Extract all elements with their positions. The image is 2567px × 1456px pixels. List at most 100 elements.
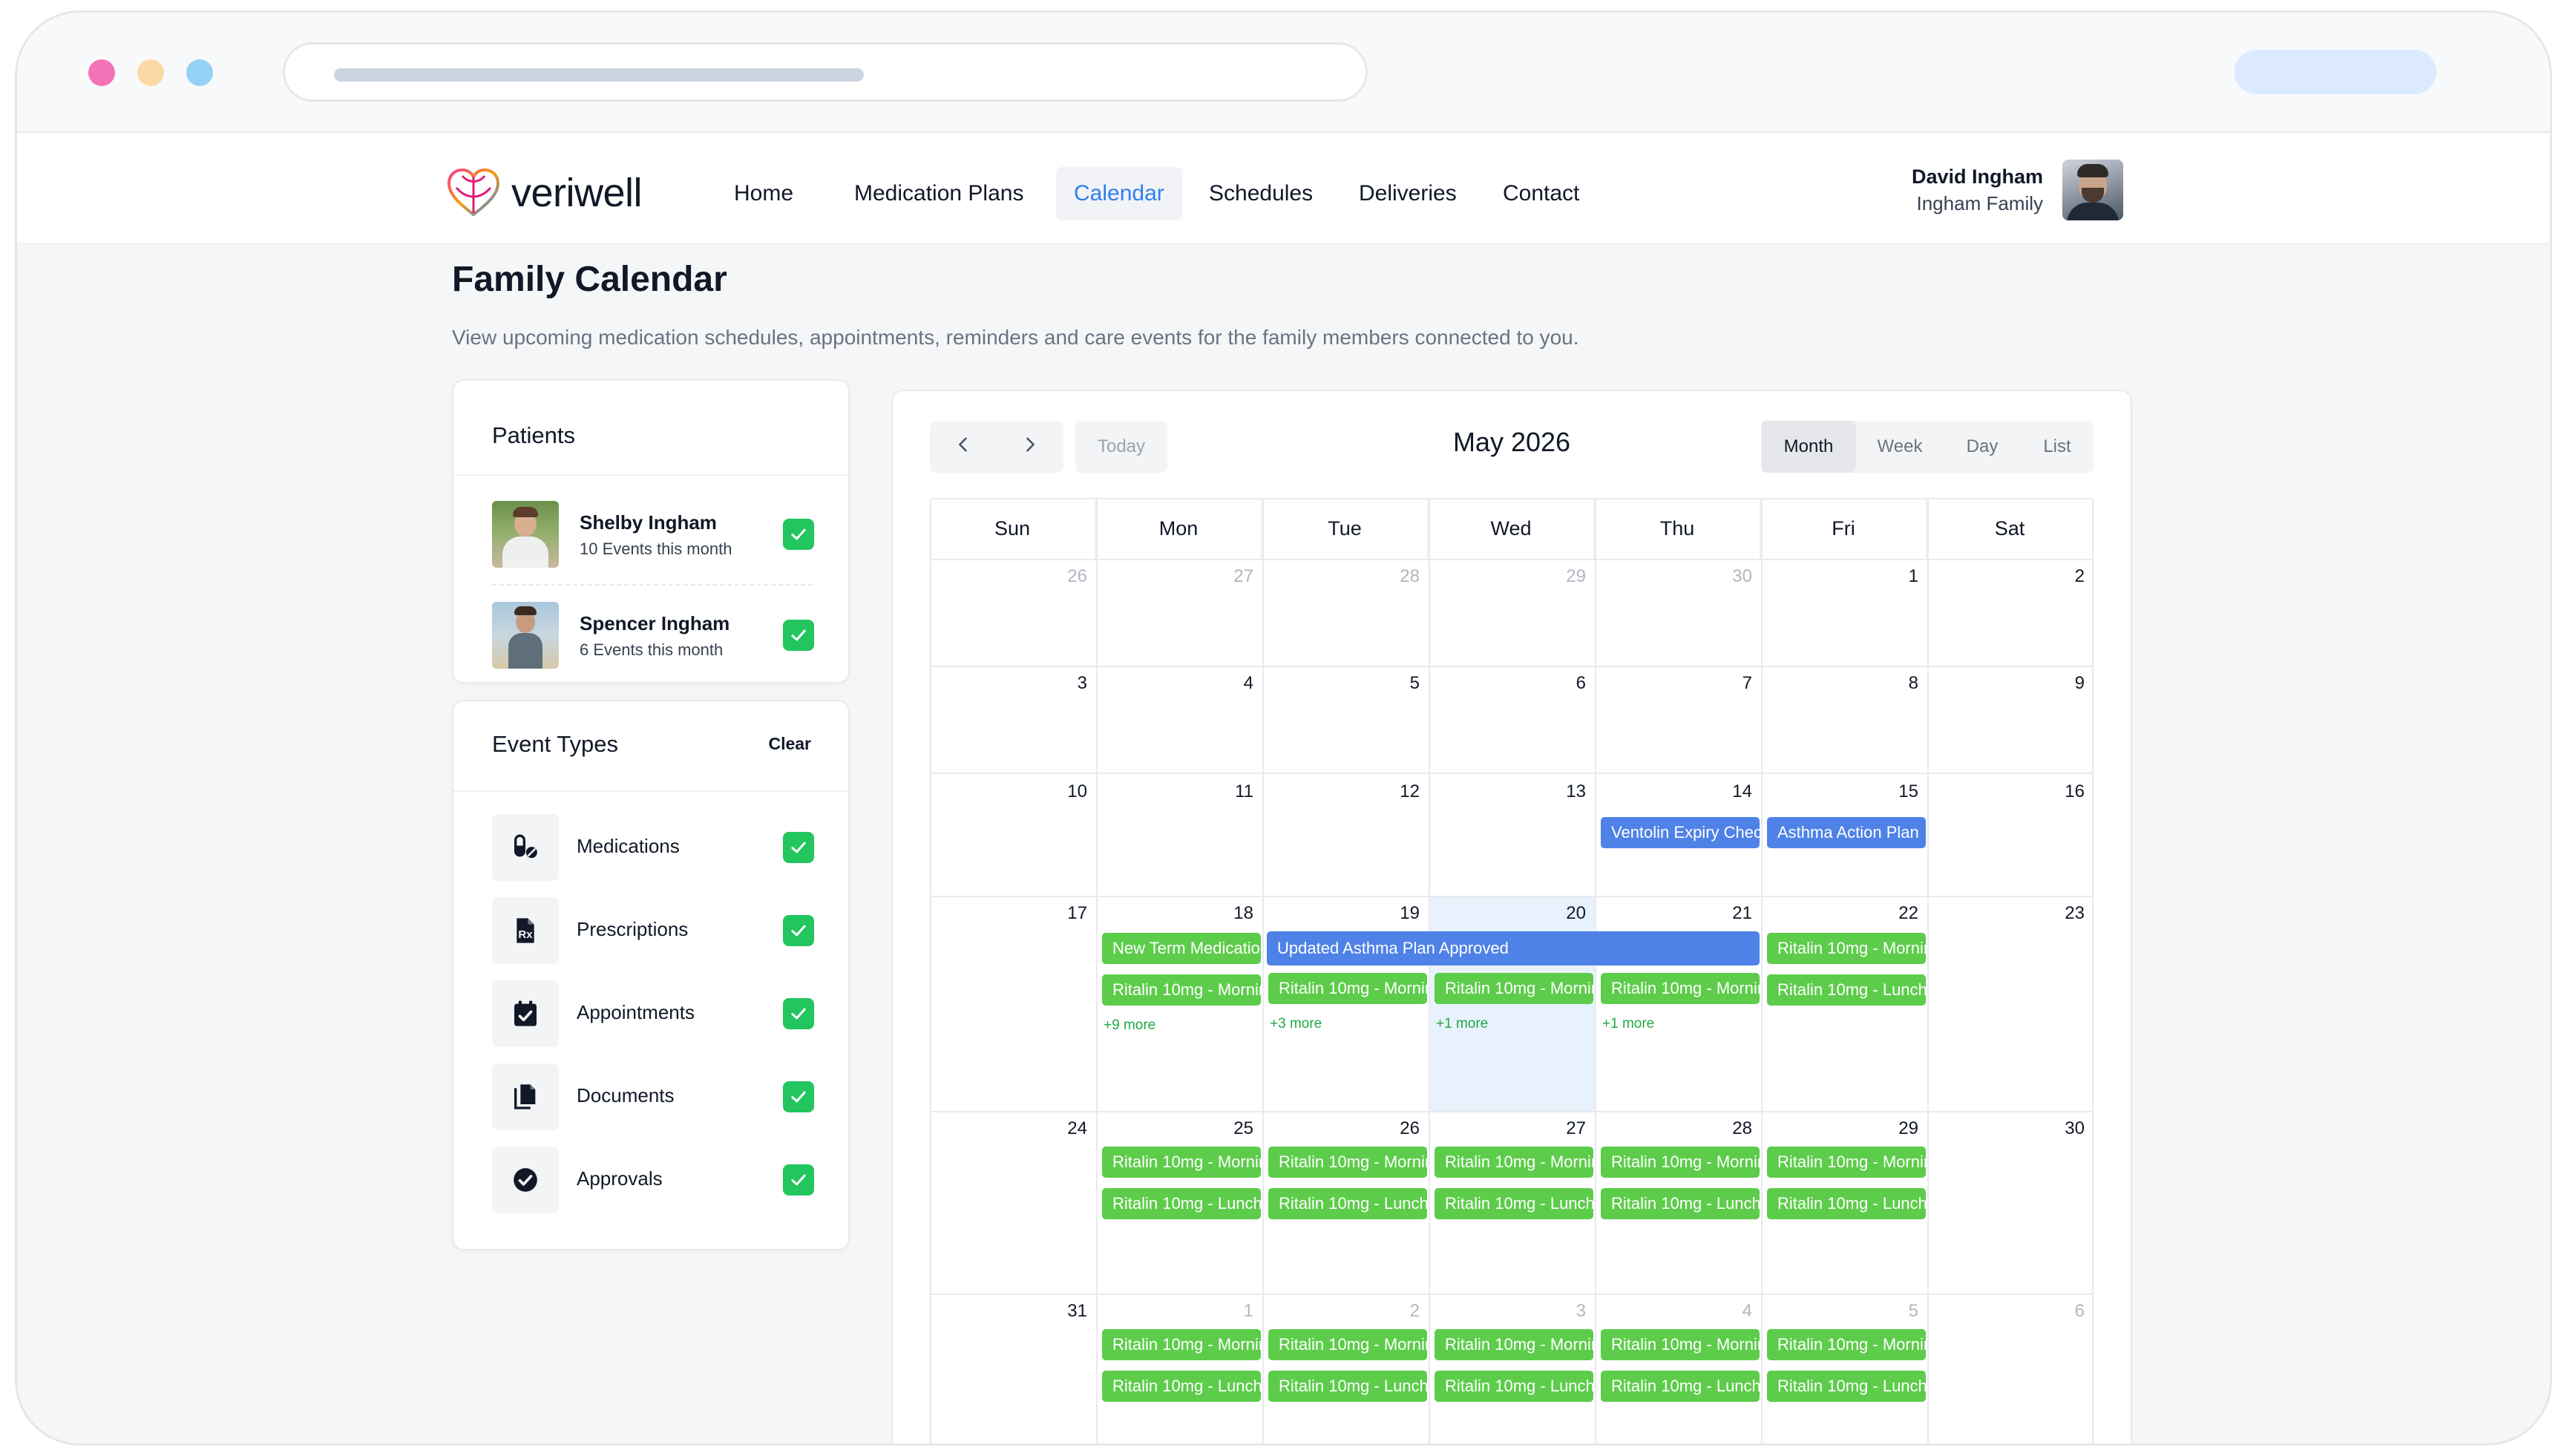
day-number[interactable]: 22 [1898,903,1918,923]
day-number[interactable]: 27 [1233,566,1253,586]
view-month-button[interactable]: Month [1761,421,1856,473]
event-ritalin-morning[interactable]: Ritalin 10mg - Morning [1435,1147,1593,1178]
nav-calendar[interactable]: Calendar [1056,167,1182,220]
day-number[interactable]: 20 [1566,903,1586,923]
day-number[interactable]: 7 [1742,673,1752,693]
day-number[interactable]: 21 [1732,903,1752,923]
more-events-link[interactable]: +1 more [1602,1016,1655,1032]
event-ritalin-morning[interactable]: Ritalin 10mg - Morning [1767,933,1926,964]
nav-schedules[interactable]: Schedules [1209,181,1314,206]
day-number[interactable]: 1 [1908,566,1918,586]
today-button[interactable]: Today [1075,421,1167,473]
more-events-link[interactable]: +9 more [1104,1017,1156,1033]
next-month-button[interactable] [1020,434,1040,460]
window-maximize-dot[interactable] [186,59,213,86]
event-type-documents[interactable]: Documents [492,1063,814,1130]
nav-medication-plans[interactable]: Medication Plans [854,181,1024,206]
event-updated-asthma-plan[interactable]: Updated Asthma Plan Approved [1267,931,1760,965]
day-number[interactable]: 2 [1409,1301,1420,1321]
event-ritalin-morning[interactable]: Ritalin 10mg - Morning [1767,1147,1926,1178]
event-ritalin-lunch[interactable]: Ritalin 10mg - Lunch [1102,1371,1261,1402]
event-type-appointments[interactable]: Appointments [492,980,814,1047]
day-number[interactable]: 31 [1067,1301,1087,1321]
event-ritalin-morning[interactable]: Ritalin 10mg - Morning [1102,1329,1261,1360]
day-number[interactable]: 14 [1732,781,1752,801]
user-avatar[interactable] [2062,160,2123,220]
event-ritalin-morning[interactable]: Ritalin 10mg - Morning [1601,973,1760,1004]
event-ritalin-lunch[interactable]: Ritalin 10mg - Lunch [1601,1188,1760,1219]
day-number[interactable]: 8 [1908,673,1918,693]
window-minimize-dot[interactable] [137,59,164,86]
browser-action-button[interactable] [2235,50,2436,94]
event-ritalin-lunch[interactable]: Ritalin 10mg - Lunch [1435,1188,1593,1219]
event-ritalin-lunch[interactable]: Ritalin 10mg - Lunch [1767,1188,1926,1219]
prev-month-button[interactable] [953,434,974,460]
event-ritalin-morning[interactable]: Ritalin 10mg - Morning [1102,1147,1261,1178]
view-list-button[interactable]: List [2043,436,2071,456]
day-number[interactable]: 26 [1067,566,1087,586]
more-events-link[interactable]: +1 more [1436,1016,1489,1032]
day-number[interactable]: 30 [2065,1118,2085,1138]
day-number[interactable]: 3 [1576,1301,1586,1321]
window-close-dot[interactable] [88,59,115,86]
event-type-medications[interactable]: Medications [492,814,814,881]
event-ritalin-lunch[interactable]: Ritalin 10mg - Lunch [1435,1371,1593,1402]
day-number[interactable]: 5 [1409,673,1420,693]
patient-checkbox-shelby[interactable] [783,519,814,550]
day-number[interactable]: 13 [1566,781,1586,801]
day-number[interactable]: 19 [1400,903,1420,923]
day-number[interactable]: 17 [1067,903,1087,923]
event-ritalin-morning[interactable]: Ritalin 10mg - Morning [1435,1329,1593,1360]
day-number[interactable]: 27 [1566,1118,1586,1138]
day-number[interactable]: 29 [1566,566,1586,586]
address-bar[interactable] [283,42,1368,102]
patient-row-spencer[interactable]: Spencer Ingham 6 Events this month [492,602,814,669]
day-number[interactable]: 5 [1908,1301,1918,1321]
event-asthma-action-plan[interactable]: Asthma Action Plan [1767,817,1926,848]
day-number[interactable]: 25 [1233,1118,1253,1138]
event-ventolin-expiry[interactable]: Ventolin Expiry Check [1601,817,1760,848]
event-type-checkbox[interactable] [783,1081,814,1112]
nav-deliveries[interactable]: Deliveries [1359,181,1457,206]
day-number[interactable]: 16 [2065,781,2085,801]
event-ritalin-morning[interactable]: Ritalin 10mg - Morning [1601,1147,1760,1178]
day-number[interactable]: 10 [1067,781,1087,801]
event-new-term-medication[interactable]: New Term Medication [1102,933,1261,964]
user-info[interactable]: David Ingham Ingham Family [1895,163,2043,216]
day-number[interactable]: 15 [1898,781,1918,801]
day-number[interactable]: 6 [1576,673,1586,693]
event-ritalin-morning[interactable]: Ritalin 10mg - Morning [1435,973,1593,1004]
event-ritalin-lunch[interactable]: Ritalin 10mg - Lunch [1102,1188,1261,1219]
clear-filters-link[interactable]: Clear [768,734,811,753]
event-ritalin-morning[interactable]: Ritalin 10mg - Morning [1601,1329,1760,1360]
day-number[interactable]: 28 [1732,1118,1752,1138]
day-number[interactable]: 12 [1400,781,1420,801]
day-number[interactable]: 3 [1077,673,1087,693]
patient-checkbox-spencer[interactable] [783,620,814,651]
event-ritalin-lunch[interactable]: Ritalin 10mg - Lunch [1268,1371,1427,1402]
event-ritalin-lunch[interactable]: Ritalin 10mg - Lunch [1601,1371,1760,1402]
day-number[interactable]: 1 [1243,1301,1253,1321]
event-ritalin-morning[interactable]: Ritalin 10mg - Morning [1268,973,1427,1004]
patient-row-shelby[interactable]: Shelby Ingham 10 Events this month [492,501,814,568]
nav-contact[interactable]: Contact [1503,181,1580,206]
day-number[interactable]: 4 [1243,673,1253,693]
day-number[interactable]: 26 [1400,1118,1420,1138]
more-events-link[interactable]: +3 more [1270,1016,1322,1032]
event-type-approvals[interactable]: Approvals [492,1147,814,1213]
event-ritalin-morning[interactable]: Ritalin 10mg - Morning [1268,1147,1427,1178]
nav-home[interactable]: Home [734,181,794,206]
day-number[interactable]: 29 [1898,1118,1918,1138]
day-number[interactable]: 18 [1233,903,1253,923]
day-number[interactable]: 24 [1067,1118,1087,1138]
event-ritalin-morning[interactable]: Ritalin 10mg - Morning [1102,974,1261,1006]
view-day-button[interactable]: Day [1966,436,1999,456]
brand-logo[interactable]: veriwell [446,167,643,219]
day-number[interactable]: 28 [1400,566,1420,586]
event-type-checkbox[interactable] [783,832,814,863]
event-ritalin-lunch[interactable]: Ritalin 10mg - Lunch [1767,1371,1926,1402]
day-number[interactable]: 9 [2074,673,2085,693]
event-type-prescriptions[interactable]: Rx Prescriptions [492,897,814,964]
view-week-button[interactable]: Week [1877,436,1923,456]
event-ritalin-lunch[interactable]: Ritalin 10mg - Lunch [1268,1188,1427,1219]
